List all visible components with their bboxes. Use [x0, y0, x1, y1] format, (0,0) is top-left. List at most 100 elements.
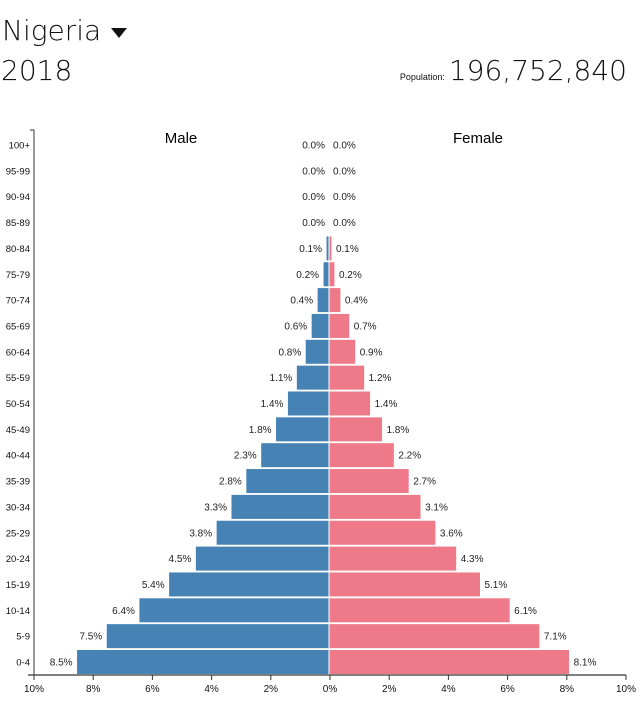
female-value-label: 1.2% [369, 373, 392, 384]
male-value-label: 3.3% [204, 502, 227, 513]
female-value-label: 0.7% [354, 321, 377, 332]
female-value-label: 6.1% [514, 606, 537, 617]
male-value-label: 7.5% [79, 632, 102, 643]
male-value-label: 5.4% [142, 580, 165, 591]
male-value-label: 0.0% [302, 166, 325, 177]
year: 2018 [1, 54, 73, 87]
male-value-label: 0.1% [299, 244, 322, 255]
x-tick-label: 4% [441, 684, 456, 695]
age-label: 20-24 [6, 554, 30, 565]
male-bar [138, 597, 330, 624]
female-bar [328, 649, 571, 675]
age-label: 35-39 [6, 477, 30, 488]
male-value-label: 3.8% [189, 528, 212, 539]
x-tick-label: 10% [24, 684, 44, 695]
female-value-label: 7.1% [544, 632, 567, 643]
female-value-label: 2.2% [398, 451, 421, 462]
female-bar [328, 287, 342, 314]
female-value-label: 3.1% [425, 502, 448, 513]
population-value: 196,752,840 [448, 54, 627, 87]
male-value-label: 1.4% [261, 399, 284, 410]
female-bar [328, 597, 511, 624]
age-label: 85-89 [6, 218, 30, 229]
male-bar [194, 545, 330, 572]
age-label: 5-9 [16, 632, 30, 643]
age-label: 0-4 [16, 658, 30, 669]
male-bar [245, 468, 330, 495]
male-value-label: 0.4% [290, 296, 313, 307]
country-selector[interactable]: Nigeria [2, 14, 128, 47]
male-value-label: 2.8% [219, 477, 242, 488]
female-bar [328, 519, 437, 546]
male-bar [275, 416, 330, 443]
female-value-label: 3.6% [440, 528, 463, 539]
age-label: 10-14 [6, 606, 30, 617]
x-tick-label: 6% [500, 684, 515, 695]
female-bar [328, 390, 372, 417]
age-label: 55-59 [6, 373, 30, 384]
male-value-label: 0.0% [302, 141, 325, 152]
male-bar [316, 287, 330, 314]
x-tick-label: 0% [323, 684, 338, 695]
male-value-label: 0.0% [302, 192, 325, 203]
age-label: 80-84 [6, 244, 30, 255]
age-label: 25-29 [6, 528, 30, 539]
female-value-label: 0.0% [333, 166, 356, 177]
female-value-label: 0.0% [333, 218, 356, 229]
x-tick-label: 2% [264, 684, 279, 695]
female-bar [328, 338, 357, 365]
age-label: 65-69 [6, 321, 30, 332]
caret-down-icon [111, 27, 128, 38]
population: Population: 196,752,840 [400, 54, 627, 87]
male-bar [168, 571, 330, 598]
female-value-label: 0.9% [360, 347, 383, 358]
x-tick-label: 6% [145, 684, 160, 695]
x-tick-label: 8% [560, 684, 575, 695]
male-value-label: 4.5% [169, 554, 192, 565]
male-value-label: 0.2% [296, 270, 319, 281]
male-value-label: 6.4% [112, 606, 135, 617]
male-bar [215, 519, 330, 546]
male-bar [322, 261, 330, 288]
age-label: 100+ [9, 141, 31, 152]
country-name: Nigeria [2, 14, 102, 47]
male-bar [105, 623, 330, 650]
female-bar [328, 364, 366, 391]
female-bar [328, 468, 410, 495]
female-bar [328, 545, 458, 572]
male-bar [260, 442, 330, 469]
age-label: 60-64 [6, 347, 30, 358]
header: Nigeria 2018 Population: 196,752,840 [0, 0, 640, 110]
female-bar [328, 493, 422, 520]
female-value-label: 0.4% [345, 296, 368, 307]
female-series-title: Female [453, 130, 503, 147]
female-bar [328, 623, 541, 650]
male-series-title: Male [165, 130, 198, 147]
x-tick-label: 10% [616, 684, 636, 695]
male-value-label: 0.0% [302, 218, 325, 229]
female-value-label: 5.1% [484, 580, 507, 591]
male-bar [230, 493, 330, 520]
male-bar [295, 364, 330, 391]
age-label: 95-99 [6, 166, 30, 177]
female-value-label: 1.4% [375, 399, 398, 410]
population-label: Population: [399, 72, 445, 82]
age-label: 40-44 [6, 451, 30, 462]
age-label: 30-34 [6, 502, 30, 513]
age-label: 90-94 [6, 192, 30, 203]
female-value-label: 1.8% [386, 425, 409, 436]
age-label: 50-54 [6, 399, 30, 410]
x-tick-label: 8% [86, 684, 101, 695]
male-value-label: 1.8% [249, 425, 272, 436]
female-value-label: 0.1% [336, 244, 359, 255]
female-bar [328, 416, 383, 443]
male-value-label: 8.5% [50, 658, 73, 669]
male-bar [304, 338, 330, 365]
male-bar [76, 649, 330, 675]
female-value-label: 0.0% [333, 141, 356, 152]
male-value-label: 0.8% [278, 347, 301, 358]
female-bar [328, 261, 336, 288]
female-value-label: 2.7% [413, 477, 436, 488]
female-value-label: 8.1% [574, 658, 597, 669]
